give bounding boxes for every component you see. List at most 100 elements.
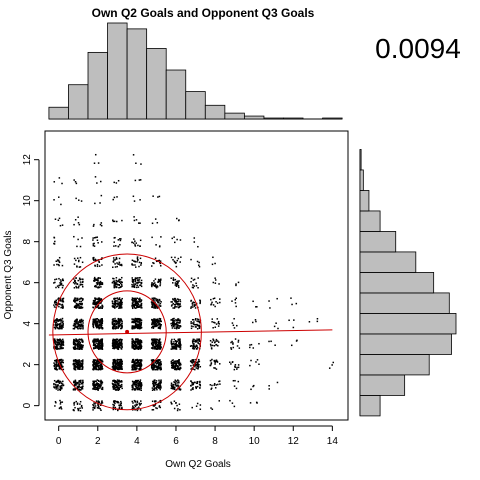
data-point [98,347,100,350]
data-point [173,319,175,322]
data-point [152,327,155,329]
data-point [97,404,99,406]
data-point [116,386,118,389]
data-point [192,386,194,389]
data-point [114,368,116,371]
data-point [75,359,77,361]
data-point [55,325,58,327]
data-point [179,321,181,323]
data-point [131,342,133,344]
data-point [177,300,180,302]
data-point [140,326,143,329]
data-point [121,381,123,383]
x-tick-label: 10 [249,436,261,447]
data-point [177,281,179,284]
data-point [192,364,195,366]
data-point [115,341,117,344]
data-point [78,325,81,327]
data-point [54,324,57,326]
data-point [151,236,153,239]
data-point [119,243,121,246]
data-point [139,324,141,326]
data-point [117,389,120,391]
data-point [215,338,218,341]
data-point [156,344,159,346]
data-point [59,403,62,405]
data-point [54,327,57,330]
data-point [96,263,99,266]
data-point [75,325,77,328]
data-point [100,364,103,367]
data-point [190,365,192,367]
data-point [210,388,212,390]
data-point [131,400,134,403]
data-point [174,284,177,286]
data-point [101,318,103,320]
data-point [81,303,83,305]
data-point [73,347,75,350]
data-point [274,344,276,346]
data-point [132,303,135,306]
data-point [132,359,134,362]
data-point [159,323,161,326]
data-point [133,327,135,330]
data-point [54,341,57,343]
data-point [173,260,176,263]
data-point [75,381,77,384]
data-point [135,366,137,369]
data-point [213,321,215,324]
data-point [96,340,98,342]
data-point [157,365,160,367]
data-point [157,342,160,345]
data-point [135,325,138,327]
data-point [192,306,194,308]
data-point [150,359,153,361]
data-point [95,326,98,328]
data-point [120,364,123,367]
data-point [81,383,84,385]
data-point [154,278,157,280]
data-point [75,197,77,200]
data-point [177,385,179,388]
data-point [133,341,136,344]
data-point [101,367,104,370]
data-point [92,320,94,322]
data-point [119,367,121,369]
data-point [82,326,84,328]
data-point [138,342,141,345]
data-point [61,303,64,306]
data-point [192,301,195,303]
data-point [55,304,57,306]
data-point [60,344,63,347]
data-point [92,407,94,409]
data-point [171,343,173,346]
data-point [116,360,119,363]
data-point [100,344,103,346]
data-point [177,362,180,365]
data-point [153,306,156,309]
data-point [214,279,217,281]
data-point [114,304,117,306]
data-point [138,383,141,386]
data-point [133,319,136,321]
data-point [332,361,335,364]
data-point [197,318,200,321]
data-point [137,300,140,303]
data-point [235,387,238,390]
y-histogram-bar [359,190,370,212]
data-point [192,344,195,346]
data-point [177,361,180,364]
data-point [198,364,200,366]
data-point [233,385,236,387]
data-point [75,363,78,366]
data-point [316,317,319,320]
data-point [211,344,214,347]
data-point [172,383,175,386]
data-point [113,365,115,367]
x-axis-title: Own Q2 Goals [165,459,231,470]
data-point [172,277,175,279]
data-point [173,362,175,365]
data-point [100,194,103,197]
data-point [175,363,177,366]
data-point [253,384,255,387]
